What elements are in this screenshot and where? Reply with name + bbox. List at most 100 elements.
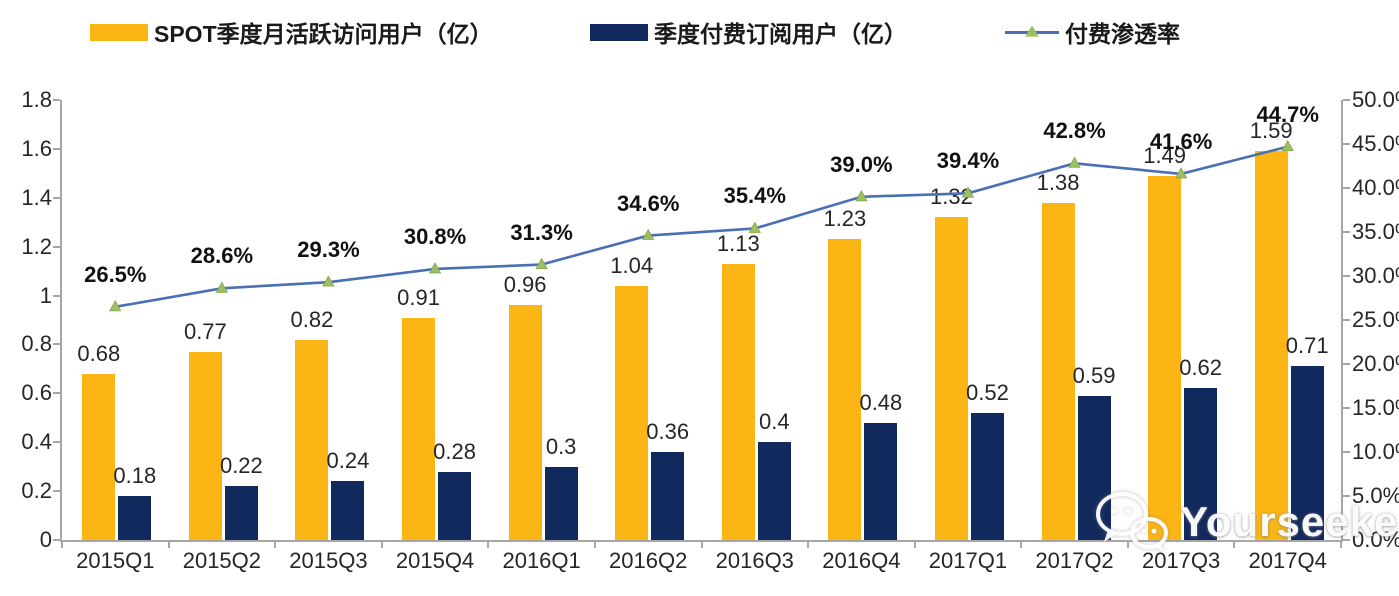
penetration-rate-label: 41.6% <box>1149 128 1213 154</box>
right-axis-tick-label: 20.0% <box>1352 351 1399 376</box>
penetration-rate-label: 34.6% <box>617 190 680 216</box>
bar-value-label: 0.48 <box>859 389 903 415</box>
legend-item-mau: SPOT季度月活跃访问用户（亿） <box>90 16 493 48</box>
bar-value-label: 1.13 <box>716 230 760 256</box>
triangle-marker-icon <box>748 221 761 233</box>
left-axis-tick-label: 1 <box>39 282 52 308</box>
penetration-rate-label: 30.8% <box>403 223 467 249</box>
left-axis-tick <box>53 196 60 199</box>
bar-subs-2016Q3 <box>757 442 791 540</box>
bar-subs-2015Q3 <box>331 481 365 540</box>
right-axis-tick <box>1343 143 1350 145</box>
bar-value-label: 0.3 <box>545 433 577 459</box>
bar-subs-2017Q1 <box>970 412 1004 540</box>
bar-subs-2016Q2 <box>651 452 685 540</box>
bar-mau-2015Q3 <box>295 339 329 540</box>
bar-mau-2016Q2 <box>615 285 649 540</box>
bar-value-label: 0.71 <box>1285 333 1329 359</box>
bar-subs-2016Q1 <box>544 466 578 540</box>
triangle-marker-icon <box>1025 25 1039 37</box>
x-axis-category-label: 2015Q2 <box>182 548 262 573</box>
triangle-marker-icon <box>1174 167 1188 179</box>
right-axis-tick-label: 50.0% <box>1352 87 1399 112</box>
x-axis-category-label: 2017Q3 <box>1141 548 1221 573</box>
bar-value-label: 0.4 <box>758 409 790 435</box>
right-axis-tick-label: 40.0% <box>1352 175 1399 200</box>
bar-value-label: 0.96 <box>503 272 547 298</box>
penetration-rate-label: 39.4% <box>936 148 1000 174</box>
left-axis-tick <box>53 99 60 101</box>
bar-mau-2015Q1 <box>82 373 116 540</box>
bar-value-label: 0.24 <box>326 448 370 474</box>
triangle-marker-icon <box>961 186 975 198</box>
bar-value-label: 1.38 <box>1036 169 1080 195</box>
x-axis-tick <box>1340 542 1342 548</box>
bar-value-label: 1.23 <box>823 206 867 232</box>
right-axis-tick-label: 35.0% <box>1352 219 1399 244</box>
penetration-rate-label: 39.0% <box>830 151 893 177</box>
left-axis-tick-label: 0.2 <box>21 478 52 504</box>
right-axis-tick <box>1343 275 1350 277</box>
bar-value-label: 0.52 <box>966 379 1009 405</box>
left-axis-tick-label: 1.6 <box>21 135 52 161</box>
right-axis-tick-label: 15.0% <box>1352 395 1399 420</box>
bar-value-label: 0.77 <box>183 318 227 344</box>
x-axis-tick <box>167 542 170 548</box>
x-axis-category-label: 2015Q1 <box>76 548 155 573</box>
bar-mau-2017Q4 <box>1254 151 1288 540</box>
x-axis-tick <box>1233 542 1236 548</box>
x-axis-tick <box>1020 542 1023 548</box>
x-axis-category-label: 2016Q2 <box>609 548 688 573</box>
penetration-rate-label: 35.4% <box>723 183 786 209</box>
right-axis-tick-label: 10.0% <box>1352 439 1399 464</box>
x-axis-category-label: 2015Q3 <box>289 548 368 573</box>
triangle-marker-icon <box>428 262 442 274</box>
x-axis-tick <box>1126 542 1129 548</box>
x-axis-tick <box>700 542 703 548</box>
x-axis-tick <box>807 542 810 548</box>
x-axis-tick <box>913 542 916 548</box>
triangle-marker-icon <box>109 299 122 312</box>
bar-mau-2016Q1 <box>508 305 542 540</box>
triangle-marker-icon <box>322 275 335 287</box>
right-axis-tick-label: 0.0% <box>1352 527 1399 552</box>
left-axis-tick <box>53 294 60 297</box>
bar-value-label: 0.62 <box>1179 355 1223 381</box>
right-axis-tick <box>1343 363 1350 365</box>
triangle-marker-icon <box>1068 156 1081 168</box>
legend-item-subs: 季度付费订阅用户（亿） <box>590 16 907 48</box>
right-axis-tick <box>1343 539 1350 541</box>
bar-subs-2015Q2 <box>224 486 258 540</box>
left-axis-tick-label: 1.2 <box>21 233 52 259</box>
x-axis-tick <box>593 542 596 548</box>
x-axis-category-label: 2017Q2 <box>1035 548 1114 573</box>
penetration-rate-label: 31.3% <box>510 219 573 245</box>
triangle-marker-icon <box>215 281 229 293</box>
penetration-rate-label: 26.5% <box>84 261 147 287</box>
x-axis-category-label: 2016Q1 <box>502 548 581 573</box>
left-axis-tick <box>53 490 60 493</box>
bar-value-label: 0.59 <box>1072 362 1116 388</box>
right-axis-tick <box>1343 231 1350 233</box>
penetration-rate-line <box>109 139 1294 312</box>
bar-mau-2015Q2 <box>188 351 222 540</box>
legend-item-rate: 付费渗透率 <box>1005 16 1180 48</box>
right-axis-tick <box>1343 99 1350 101</box>
left-axis-tick <box>53 245 60 248</box>
bar-subs-2016Q4 <box>864 422 898 540</box>
mau-legend-swatch <box>90 23 148 41</box>
bar-value-label: 0.68 <box>77 340 121 366</box>
x-axis-category-label: 2017Q1 <box>928 548 1008 573</box>
bar-subs-2017Q3 <box>1184 388 1218 540</box>
right-axis-tick <box>1343 451 1350 453</box>
bar-mau-2017Q1 <box>934 217 968 540</box>
x-axis-tick <box>487 542 490 548</box>
left-axis-tick-label: 1.4 <box>21 184 52 210</box>
x-axis-category-label: 2015Q4 <box>395 548 475 573</box>
x-axis-tick <box>380 542 383 548</box>
x-axis-tick <box>274 542 277 548</box>
x-axis-category-label: 2017Q4 <box>1248 548 1327 573</box>
left-axis-tick-label: 0.6 <box>21 380 52 406</box>
right-axis-tick <box>1343 187 1350 189</box>
bar-mau-2017Q3 <box>1148 175 1182 540</box>
